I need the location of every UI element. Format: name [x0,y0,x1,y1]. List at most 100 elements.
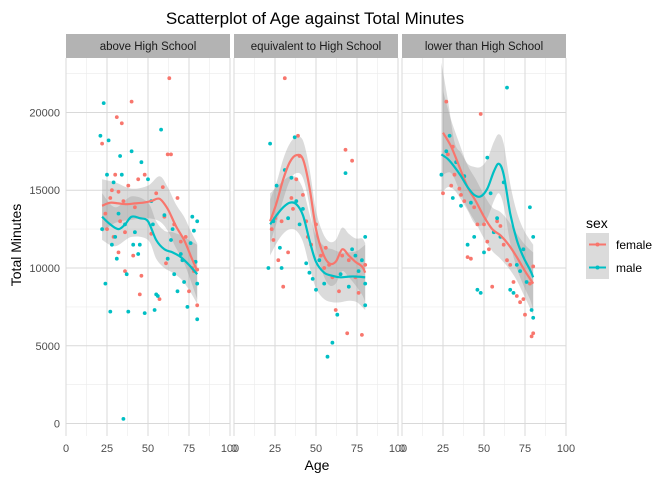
data-point [183,235,188,239]
data-point [100,227,104,232]
data-point [441,191,445,196]
data-point [151,222,155,227]
data-point [508,263,513,267]
x-tick-label: 100 [557,443,575,455]
legend-items: female male [586,233,652,279]
data-point [531,315,536,320]
data-point [449,183,454,188]
data-point [319,253,323,258]
data-point [485,155,490,160]
data-point [152,308,157,312]
data-point [106,138,111,143]
x-axis-title: Age [305,457,330,473]
y-tick-label: 0 [54,419,60,431]
data-point [116,250,121,255]
data-point [363,303,368,308]
data-point [482,222,486,227]
data-point [528,205,532,210]
data-point [518,269,522,273]
data-point [142,172,147,177]
data-point [485,239,490,244]
legend-key-point [595,265,600,270]
x-tick-label: 25 [437,443,449,455]
data-point [123,269,127,273]
data-point [363,281,368,286]
data-point [292,135,297,140]
facet-strip-label: equivalent to High School [251,41,381,53]
data-point [531,264,536,269]
data-point [314,287,318,292]
data-point [529,308,534,312]
data-point [164,261,168,266]
legend-label-male: male [616,261,642,275]
trend-line-male [440,153,535,278]
data-point [160,185,165,190]
facet-panel: equivalent to High School 0 25 50 75 100 [231,34,407,455]
data-point [346,284,351,289]
data-point [187,289,191,294]
data-point [278,245,282,250]
data-point [459,203,463,208]
data-point [301,207,305,211]
data-point [447,133,452,138]
data-point [508,287,513,292]
trend-line-male [101,215,199,275]
data-point [523,312,527,317]
data-point [475,287,480,292]
data-point [495,216,499,221]
data-point [101,101,106,105]
facet-panel: above High School 0 25 50 75 100 [63,34,239,455]
confidence-ribbon-female [270,136,366,303]
confidence-ribbon-female [102,176,198,300]
data-point [139,160,144,165]
data-point [360,258,364,263]
data-point [301,193,305,197]
data-point [162,213,167,218]
data-point [190,214,195,219]
data-point [170,227,175,232]
data-point [136,252,141,256]
data-point [159,127,164,132]
data-point [136,177,141,182]
y-tick-label: 15000 [29,185,60,197]
x-tick-label: 100 [221,443,239,455]
data-point [195,219,200,224]
data-point [289,175,294,180]
data-point [114,256,119,261]
facet-strip [66,34,230,58]
data-point [185,305,190,309]
data-point [103,281,108,286]
data-point [279,219,284,224]
panel-grid [65,58,231,436]
data-point [142,311,147,315]
data-point [172,272,177,277]
data-point [195,317,200,322]
data-point [322,266,327,270]
data-point [188,241,193,246]
data-point [123,230,127,235]
data-point [469,200,473,205]
data-point [274,183,279,188]
data-point [131,253,136,258]
data-point [514,263,519,267]
facet-panel: lower than High School 0 25 50 75 100 [399,34,575,455]
data-point [100,141,104,146]
data-point [195,281,200,286]
data-point [343,171,348,176]
x-tick-label: 50 [478,443,490,455]
data-point [521,297,526,301]
data-point [192,228,196,233]
data-point [296,133,300,138]
data-point [469,256,473,261]
chart-title: Scatterplot of Age against Total Minutes [166,9,464,28]
y-tick-label: 10000 [29,263,60,275]
data-point [165,256,170,261]
data-point [459,193,463,197]
data-point [116,189,121,194]
data-point [291,207,295,211]
x-tick-label: 100 [389,443,407,455]
data-point [165,152,170,157]
data-point [105,227,109,232]
data-point [281,284,286,289]
